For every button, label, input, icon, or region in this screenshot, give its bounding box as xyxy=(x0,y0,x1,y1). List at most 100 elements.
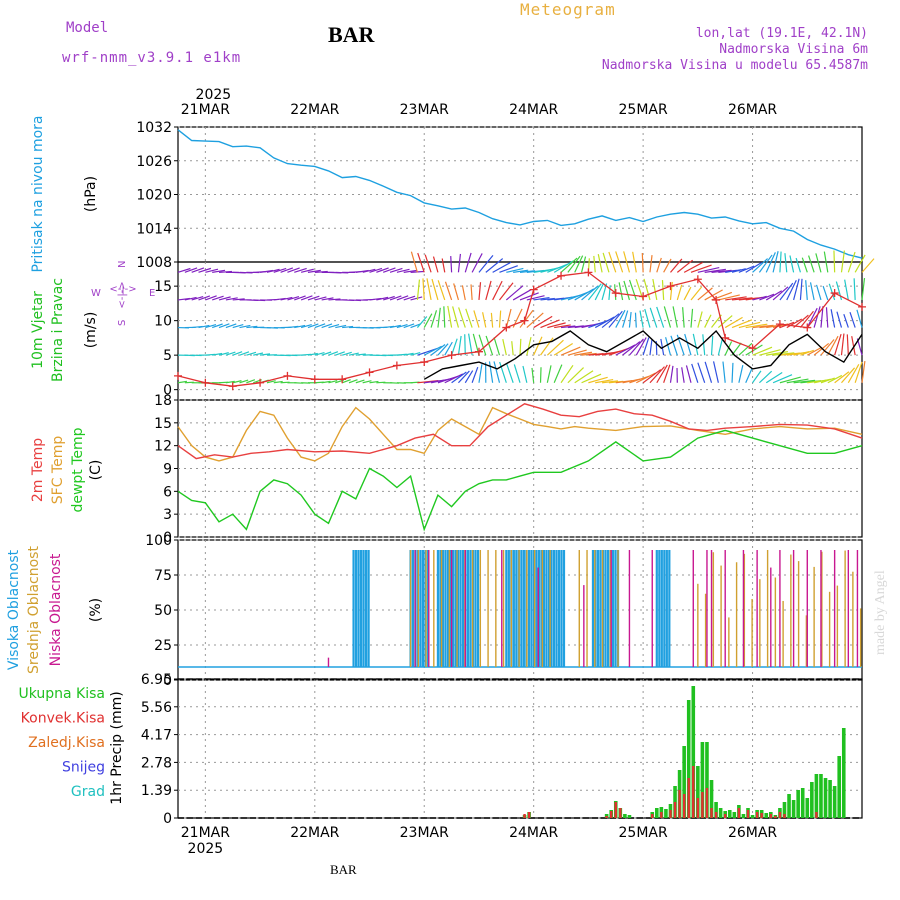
compass-arrows-h: <-|-> xyxy=(109,284,136,295)
wind-arrow xyxy=(369,267,383,273)
wind-arrow xyxy=(731,297,753,301)
wind-arrow xyxy=(239,351,250,356)
temperature-ytick-label: 15 xyxy=(154,416,172,432)
precip-total-bar xyxy=(791,800,796,818)
wind-arrow xyxy=(738,364,744,383)
wind-arrow xyxy=(623,280,631,301)
wind-arrow xyxy=(618,282,624,301)
wind-arrow xyxy=(554,324,571,329)
wind-arrow xyxy=(519,292,539,301)
wind-arrow xyxy=(745,368,753,383)
wind-arrow xyxy=(458,307,466,328)
wind-arrow xyxy=(683,286,692,301)
wind-arrow xyxy=(690,286,703,301)
wind-arrow xyxy=(628,338,644,356)
wind-arrow xyxy=(615,344,636,356)
wind-arrow xyxy=(636,372,656,384)
precip-conv-bar xyxy=(605,816,608,818)
wind-arrow xyxy=(745,323,768,329)
wind-arrow xyxy=(623,251,631,273)
precip-ytick-label: 1.39 xyxy=(141,783,172,799)
wind-arrow xyxy=(656,306,665,328)
wind-arrow xyxy=(738,321,761,329)
model-name: wrf-nmm_v3.9.1 e1km xyxy=(62,50,242,66)
wind-ytick-label: 5 xyxy=(163,348,172,364)
pressure-ytick-label: 1026 xyxy=(136,154,172,170)
precip-conv-bar xyxy=(755,812,759,818)
wind-arrow xyxy=(505,285,524,301)
precip-total-bar xyxy=(810,782,814,818)
wind-arrow xyxy=(827,335,839,356)
wind-arrow xyxy=(731,319,753,329)
bottom-axis-label: 25MAR xyxy=(619,825,668,841)
wind-gust-marker xyxy=(520,316,529,325)
model-altitude-label: Nadmorska Visina u modelu 65.4587m xyxy=(601,58,868,73)
precip-total-bar xyxy=(705,742,709,818)
bottom-axis-label: 26MAR xyxy=(728,825,777,841)
wind-arrow xyxy=(485,258,504,273)
precip-total-bar xyxy=(823,778,828,818)
wind-arrow xyxy=(294,295,306,301)
wind-arrow xyxy=(765,252,776,273)
wind-arrow xyxy=(468,333,473,356)
wind-arrow xyxy=(355,353,366,356)
dewpoint-ylabel: dewpt Temp xyxy=(70,427,86,512)
precip-total-bar xyxy=(805,798,810,818)
wind-arrow xyxy=(205,324,217,329)
wind-arrow xyxy=(772,286,789,301)
precip-total-bar xyxy=(627,815,632,818)
top-axis-label: 21MAR xyxy=(181,102,230,118)
wind-arrow xyxy=(355,379,365,384)
wind-arrow xyxy=(376,296,389,301)
wind-arrow xyxy=(314,270,328,273)
wind-arrow xyxy=(478,334,487,356)
precip-total-bar xyxy=(800,788,805,818)
wind-arrow xyxy=(672,306,678,328)
wind-arrow xyxy=(649,366,665,384)
precip-total-bar xyxy=(714,802,718,818)
wind-arrow xyxy=(581,285,599,301)
wind-gust-marker xyxy=(310,375,319,384)
wind-arrow xyxy=(511,341,514,356)
wind-arrow xyxy=(752,324,774,329)
wind-arrow xyxy=(567,367,585,384)
wind-arrow xyxy=(752,258,769,273)
wind-arrow xyxy=(389,324,401,329)
wind-arrow xyxy=(389,295,402,301)
wind-arrow xyxy=(676,284,683,301)
wind-arrow xyxy=(451,371,467,384)
wind-gust-marker xyxy=(201,378,210,387)
wind-arrow xyxy=(488,361,494,383)
precip-conv-bar xyxy=(673,802,677,818)
wind-arrow xyxy=(758,254,773,273)
wind-arrow xyxy=(833,250,836,273)
wind-arrow xyxy=(478,282,482,301)
wind-arrow xyxy=(225,351,236,356)
wind-arrow xyxy=(526,312,544,328)
wind-arrow xyxy=(225,380,235,384)
clouds-ytick-label: 75 xyxy=(154,568,172,584)
wind-arrow xyxy=(437,343,449,356)
wind-arrow xyxy=(793,314,809,329)
wind-arrow xyxy=(328,380,338,384)
wind-arrow xyxy=(861,360,866,383)
wind-arrow xyxy=(649,338,653,356)
wind-arrow xyxy=(795,257,802,273)
wind-arrow xyxy=(847,251,856,273)
wind-arrow xyxy=(691,363,699,383)
wind-arrow xyxy=(642,337,650,356)
wind-arrow xyxy=(453,283,460,301)
precip-total-bar xyxy=(750,815,755,818)
wind-gust-marker xyxy=(447,351,456,360)
wind-arrow xyxy=(478,364,483,383)
credit-text: made by Angel xyxy=(873,570,888,655)
wind-arrow xyxy=(834,371,850,384)
wind-arrow xyxy=(711,269,732,273)
wind-arrow xyxy=(424,254,432,273)
precip-frame xyxy=(177,678,863,819)
precip-total-bar xyxy=(782,802,787,818)
wind-arrow xyxy=(840,333,845,356)
wind-arrow xyxy=(547,322,566,329)
wind-arrow xyxy=(232,323,244,329)
